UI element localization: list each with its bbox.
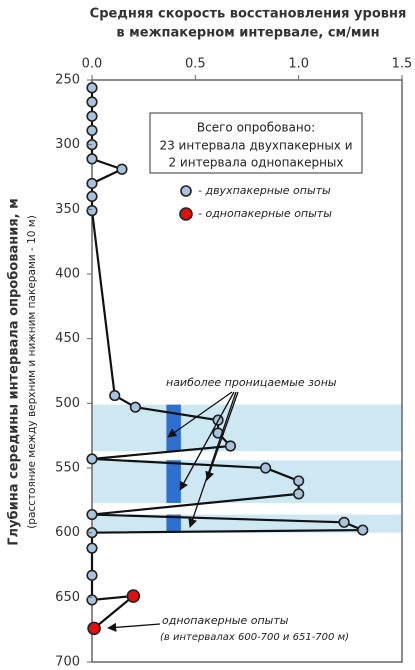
- single-arrow: [107, 622, 161, 632]
- x-tick-label: 1.5: [392, 57, 413, 72]
- single-note: (в интервалах 600-700 и 651-700 м): [160, 632, 349, 643]
- chart-title: Средняя скорость восстановления уровня: [90, 7, 407, 22]
- zone-bar: [166, 514, 181, 533]
- data-point: [86, 177, 98, 190]
- data-point: [224, 440, 237, 452]
- data-point: [86, 508, 98, 521]
- series-connector: [91, 594, 134, 602]
- summary-text: 2 интервала однопакерных: [168, 156, 343, 170]
- y-tick-label: 250: [55, 73, 80, 88]
- data-point: [293, 488, 305, 500]
- y-axis-subtitle: (расстояние между верхним и нижним пакер…: [26, 215, 38, 529]
- y-tick-label: 650: [55, 590, 80, 605]
- series-line: [93, 595, 135, 630]
- legend-label: - двухпакерные опыты: [198, 184, 331, 197]
- x-tick-label: 0.0: [82, 57, 103, 72]
- data-point: [86, 153, 98, 165]
- legend-marker: [180, 185, 192, 197]
- summary-text: Всего опробовано:: [197, 121, 315, 135]
- single-label: однопакерные опыты: [162, 614, 289, 627]
- zone-bar: [166, 404, 181, 452]
- data-point: [86, 453, 98, 465]
- y-tick-label: 300: [55, 137, 80, 152]
- data-point: [126, 589, 141, 603]
- y-tick-label: 450: [55, 331, 80, 346]
- legend-label: - однопакерные опыты: [198, 207, 332, 220]
- zones-label: наиболее проницаемые зоны: [166, 376, 337, 389]
- data-point: [86, 542, 98, 554]
- y-axis-title: Глубина середины интервала опробования, …: [7, 198, 22, 546]
- y-tick-label: 600: [55, 525, 80, 540]
- data-point: [86, 569, 98, 581]
- data-point: [109, 389, 121, 402]
- zone-bar: [166, 460, 181, 503]
- data-point: [87, 621, 101, 636]
- data-point: [357, 524, 369, 536]
- zone-arrows: [167, 391, 239, 528]
- data-point: [86, 190, 98, 202]
- y-tick-label: 400: [55, 267, 80, 282]
- y-tick-label: 500: [55, 396, 80, 411]
- data-point: [86, 205, 98, 217]
- data-point: [86, 82, 98, 94]
- chart-title: в межпакерном интервале, см/мин: [116, 26, 379, 41]
- data-point: [260, 462, 272, 474]
- summary-text: 23 интервала двухпакерных и: [159, 139, 352, 153]
- permeable-zone: [92, 404, 402, 452]
- data-point: [338, 516, 350, 528]
- y-tick-label: 550: [55, 461, 80, 476]
- y-tick-label: 350: [55, 202, 80, 217]
- data-point: [293, 475, 305, 487]
- data-point: [86, 96, 98, 108]
- y-tick-label: 700: [55, 655, 80, 670]
- legend-marker: [179, 207, 193, 221]
- x-tick-label: 0.5: [185, 57, 206, 72]
- summary-box: [149, 112, 363, 174]
- data-point: [86, 124, 98, 137]
- data-point: [86, 594, 98, 606]
- data-point: [116, 163, 128, 175]
- data-point: [129, 401, 141, 413]
- x-tick-label: 1.0: [288, 57, 309, 72]
- plot-frame: [91, 79, 403, 663]
- data-point: [86, 110, 98, 122]
